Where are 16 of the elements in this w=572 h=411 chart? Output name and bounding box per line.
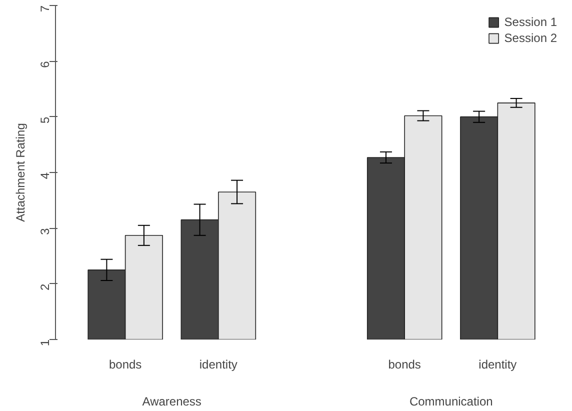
- text: Communication: [409, 394, 493, 408]
- x-tick-label: bonds: [388, 358, 421, 372]
- legend-label: Session 1: [504, 15, 557, 29]
- text: Awareness: [142, 394, 202, 408]
- y-tick-label: 4: [38, 172, 52, 180]
- y-tick-label: 1: [38, 339, 52, 346]
- legend-label: Session 2: [504, 31, 557, 45]
- y-tick-label: 2: [38, 284, 52, 291]
- x-tick-label: bonds: [108, 358, 142, 372]
- y-tick-label: 6: [38, 60, 52, 68]
- y-tick-label: 5: [38, 116, 52, 124]
- y-tick-label: 7: [38, 5, 52, 12]
- x-tick-label: identity: [199, 358, 238, 372]
- x-tick-label: identity: [478, 358, 517, 372]
- y-tick-label: 3: [38, 228, 52, 235]
- y-axis-title: Attachment Rating: [14, 123, 28, 222]
